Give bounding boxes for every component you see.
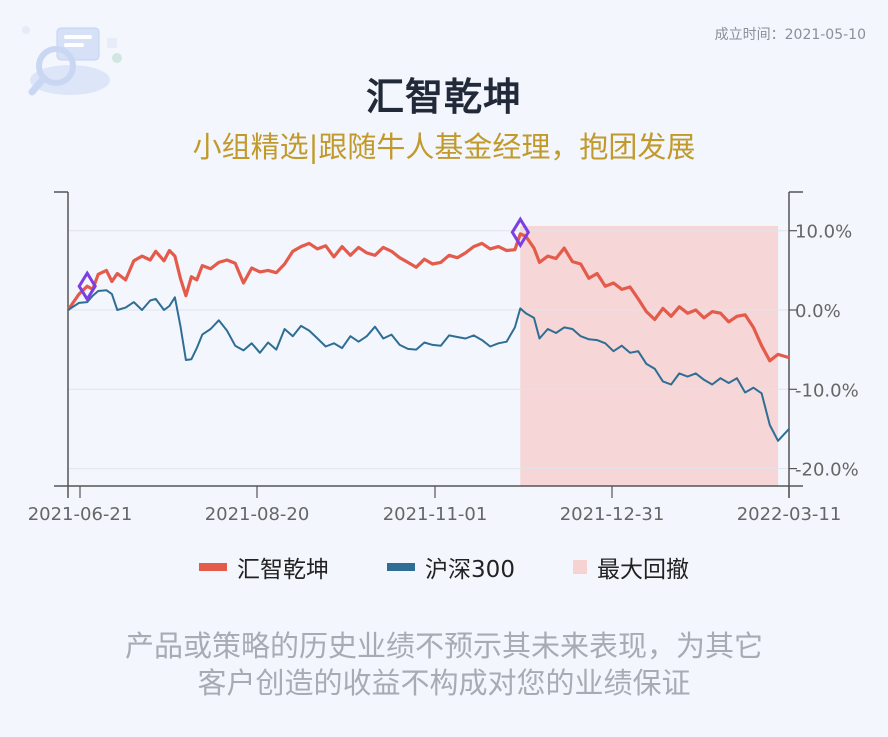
x-tick-label: 2021-08-20 (205, 504, 310, 525)
legend-swatch-fund (199, 563, 228, 571)
drawdown-marker-icon (77, 270, 97, 303)
x-tick-label: 2021-11-01 (383, 504, 488, 525)
y-tick-label: 10.0% (795, 222, 852, 243)
x-tick-label: 2022-03-11 (737, 504, 842, 525)
drawdown-marker-icon (510, 216, 531, 249)
legend-label-benchmark: 沪深300 (425, 557, 515, 583)
y-tick-label: -20.0% (795, 460, 859, 481)
legend-item-fund: 汇智乾坤 (199, 550, 329, 584)
y-tick-label: 0.0% (795, 301, 841, 322)
disclaimer-line-1: 产品或策略的历史业绩不预示其未来表现，为其它 (124, 629, 763, 663)
founded-date: 成立时间：2021-05-10 (714, 27, 866, 43)
legend-label-fund: 汇智乾坤 (237, 557, 330, 583)
legend-swatch-drawdown (572, 560, 587, 574)
y-tick-label: -10.0% (795, 380, 859, 401)
legend-item-benchmark: 沪深300 (387, 550, 515, 584)
page-title: 汇智乾坤 (365, 75, 522, 119)
series-line-benchmark (67, 289, 790, 442)
legend-item-drawdown: 最大回撤 (572, 550, 689, 584)
x-tick-label: 2021-06-21 (28, 504, 133, 525)
x-tick-label: 2021-12-31 (560, 504, 665, 525)
decorative-illustration-icon (22, 26, 122, 96)
page-subtitle: 小组精选|跟随牛人基金经理，抱团发展 (192, 130, 696, 164)
max-drawdown-area (520, 226, 779, 486)
disclaimer-line-2: 客户创造的收益不构成对您的业绩保证 (197, 666, 691, 700)
legend-swatch-benchmark (387, 563, 416, 571)
legend-label-drawdown: 最大回撤 (596, 557, 689, 583)
series-line-fund (66, 232, 790, 363)
chart-legend: 汇智乾坤 沪深300 最大回撤 (0, 550, 888, 584)
disclaimer: 产品或策略的历史业绩不预示其未来表现，为其它 客户创造的收益不构成对您的业绩保证 (0, 628, 888, 702)
performance-chart: 10.0% 0.0% -10.0% -20.0% 2021-06-21 2021-08-2… (28, 191, 859, 525)
